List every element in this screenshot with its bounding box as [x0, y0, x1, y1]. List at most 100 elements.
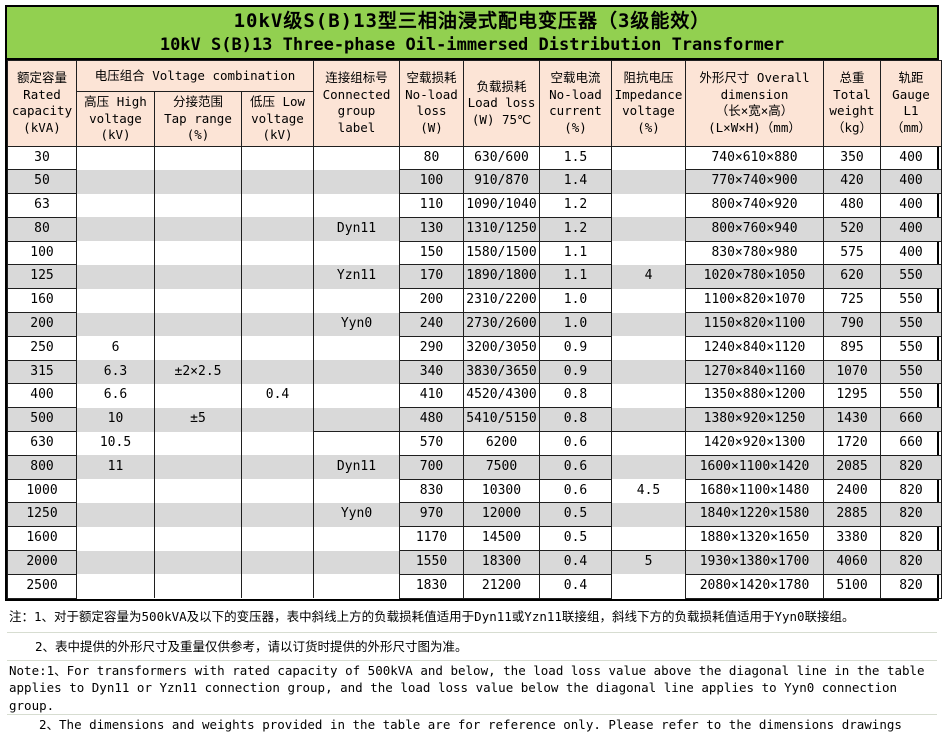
cell-lv: [241, 431, 314, 456]
cell-group: Yzn11: [313, 264, 400, 289]
cell-hv: [76, 264, 155, 289]
table-title-zh: 10kV级S(B)13型三相油浸式配电变压器（3级能效）: [233, 10, 711, 32]
cell-capacity: 1600: [7, 526, 77, 552]
cell-loadloss: 5410/5150: [463, 407, 540, 433]
cell-lv: [241, 264, 314, 289]
cell-dimension: 800×760×940: [685, 216, 824, 242]
cell-gauge: 550: [880, 312, 942, 337]
header-voltage-combination: 电压组合 Voltage combination: [76, 60, 314, 92]
cell-gauge: 400: [880, 193, 942, 218]
cell-loadloss: 630/600: [463, 145, 540, 171]
cell-weight: 420: [823, 169, 881, 195]
cell-lv: [241, 526, 314, 551]
cell-noload: 170: [399, 264, 464, 290]
cell-impedance: [611, 383, 686, 408]
cell-hv: [76, 193, 155, 218]
cell-gauge: 550: [880, 383, 942, 409]
cell-current: 0.6: [539, 454, 612, 480]
cell-noload: 130: [399, 216, 464, 242]
cell-capacity: 125: [7, 264, 77, 290]
note-en-1: Note:1、For transformers with rated capac…: [7, 661, 937, 716]
cell-tap: [154, 336, 242, 361]
cell-capacity: 1000: [7, 478, 77, 504]
table-row: 30 80 630/600 1.5 740×610×880 350 400: [7, 145, 942, 171]
cell-group: [313, 146, 400, 170]
cell-loadloss: 1310/1250: [463, 216, 540, 242]
cell-current: 0.4: [539, 550, 612, 575]
table-row: 2500 1830 21200 0.4 2080×1420×1780 5100 820: [7, 573, 942, 599]
cell-tap: [154, 550, 242, 575]
header-row-2: 高压 High voltage (kV) 分接范围 Tap range (%) …: [8, 91, 942, 147]
header-tap-range: 分接范围 Tap range (%): [154, 91, 242, 147]
cell-weight: 1430: [823, 407, 881, 433]
table-row: 1000 830 10300 0.6 4.5 1680×1100×1480 2400 820: [7, 478, 942, 504]
header-rated-capacity: 额定容量 Rated capacity (kVA): [7, 60, 77, 147]
cell-current: 1.5: [539, 145, 612, 171]
cell-tap: [154, 264, 242, 289]
cell-tap: [154, 217, 242, 242]
cell-impedance: [611, 146, 686, 170]
cell-current: 1.1: [539, 264, 612, 290]
cell-dimension: 1380×920×1250: [685, 407, 824, 433]
table-row: 125 Yzn11 170 1890/1800 1.1 4 1020×780×1050 620…: [7, 264, 942, 290]
cell-gauge: 820: [880, 454, 942, 480]
cell-current: 0.4: [539, 573, 612, 599]
cell-noload: 1550: [399, 550, 464, 575]
cell-weight: 2085: [823, 454, 881, 480]
cell-current: 0.5: [539, 502, 612, 528]
cell-weight: 725: [823, 288, 881, 314]
cell-capacity: 630: [7, 431, 77, 456]
header-total-weight: 总重 Total weight （kg）: [823, 60, 881, 147]
cell-impedance: [611, 502, 686, 527]
cell-lv: [241, 550, 314, 575]
cell-loadloss: 2310/2200: [463, 288, 540, 314]
cell-capacity: 80: [7, 216, 77, 242]
cell-dimension: 740×610×880: [685, 145, 824, 171]
cell-loadloss: 3200/3050: [463, 335, 540, 361]
cell-hv: [76, 526, 155, 551]
cell-group: [313, 241, 400, 265]
cell-loadloss: 1890/1800: [463, 264, 540, 290]
cell-current: 1.1: [539, 240, 612, 266]
cell-noload: 80: [399, 145, 464, 171]
cell-gauge: 660: [880, 407, 942, 433]
cell-current: 0.8: [539, 383, 612, 409]
cell-gauge: 820: [880, 526, 942, 552]
cell-loadloss: 21200: [463, 573, 540, 599]
cell-noload: 570: [399, 431, 464, 456]
cell-loadloss: 10300: [463, 478, 540, 504]
cell-hv: [76, 574, 155, 599]
cell-impedance: [611, 193, 686, 218]
cell-tap: [154, 455, 242, 480]
cell-lv: [241, 407, 314, 432]
cell-weight: 520: [823, 216, 881, 242]
cell-group: [313, 288, 400, 313]
cell-hv: [76, 169, 155, 194]
cell-current: 1.2: [539, 193, 612, 218]
cell-noload: 1830: [399, 573, 464, 599]
cell-weight: 790: [823, 312, 881, 337]
cell-gauge: 820: [880, 550, 942, 575]
cell-impedance: [611, 312, 686, 337]
cell-dimension: 1270×840×1160: [685, 359, 824, 385]
cell-lv: [241, 169, 314, 194]
cell-dimension: 1150×820×1100: [685, 312, 824, 337]
table-row: 1600 1170 14500 0.5 1880×1320×1650 3380 820: [7, 526, 942, 552]
table-row: 250 6 290 3200/3050 0.9 1240×840×1120 895 550: [7, 335, 942, 361]
notes-section: 注：1、对于额定容量为500kVA及以下的变压器，表中斜线上方的负载损耗值适用于…: [5, 601, 939, 734]
cell-dimension: 1100×820×1070: [685, 288, 824, 314]
header-load-loss: 负载损耗 Load loss (W) 75℃: [463, 60, 540, 147]
cell-lv: [241, 146, 314, 170]
cell-hv: [76, 217, 155, 242]
cell-tap: [154, 502, 242, 527]
cell-lv: [241, 193, 314, 218]
cell-tap: [154, 288, 242, 313]
cell-group: [313, 550, 400, 575]
cell-lv: [241, 217, 314, 242]
cell-impedance: [611, 455, 686, 480]
cell-dimension: 1020×780×1050: [685, 264, 824, 290]
cell-current: 0.9: [539, 335, 612, 361]
cell-impedance: [611, 407, 686, 433]
cell-group: Dyn11: [313, 455, 400, 480]
cell-hv: [76, 288, 155, 313]
